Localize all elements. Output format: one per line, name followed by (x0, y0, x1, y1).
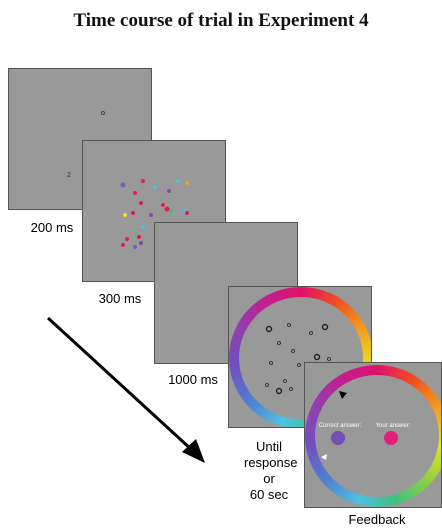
frame-1-label: 200 ms (22, 220, 82, 235)
frame-5: Correct answer: Your answer: (304, 362, 442, 508)
label-line: or (244, 471, 294, 487)
frame-2-label: 300 ms (90, 291, 150, 306)
frame-5-marks (305, 363, 442, 508)
correct-answer-label: Correct answer: (313, 423, 367, 429)
svg-text:2: 2 (67, 172, 71, 179)
label-line: response (244, 455, 294, 471)
label-line: 60 sec (244, 487, 294, 503)
frame-4-label: Until response or 60 sec (244, 439, 294, 503)
frame-5-label: Feedback (340, 512, 414, 527)
label-line: Until (244, 439, 294, 455)
frame-3-label: 1000 ms (160, 372, 226, 387)
page: Time course of trial in Experiment 4 2 2… (0, 0, 442, 529)
title: Time course of trial in Experiment 4 (0, 10, 442, 32)
your-answer-label: Your answer: (371, 423, 415, 429)
